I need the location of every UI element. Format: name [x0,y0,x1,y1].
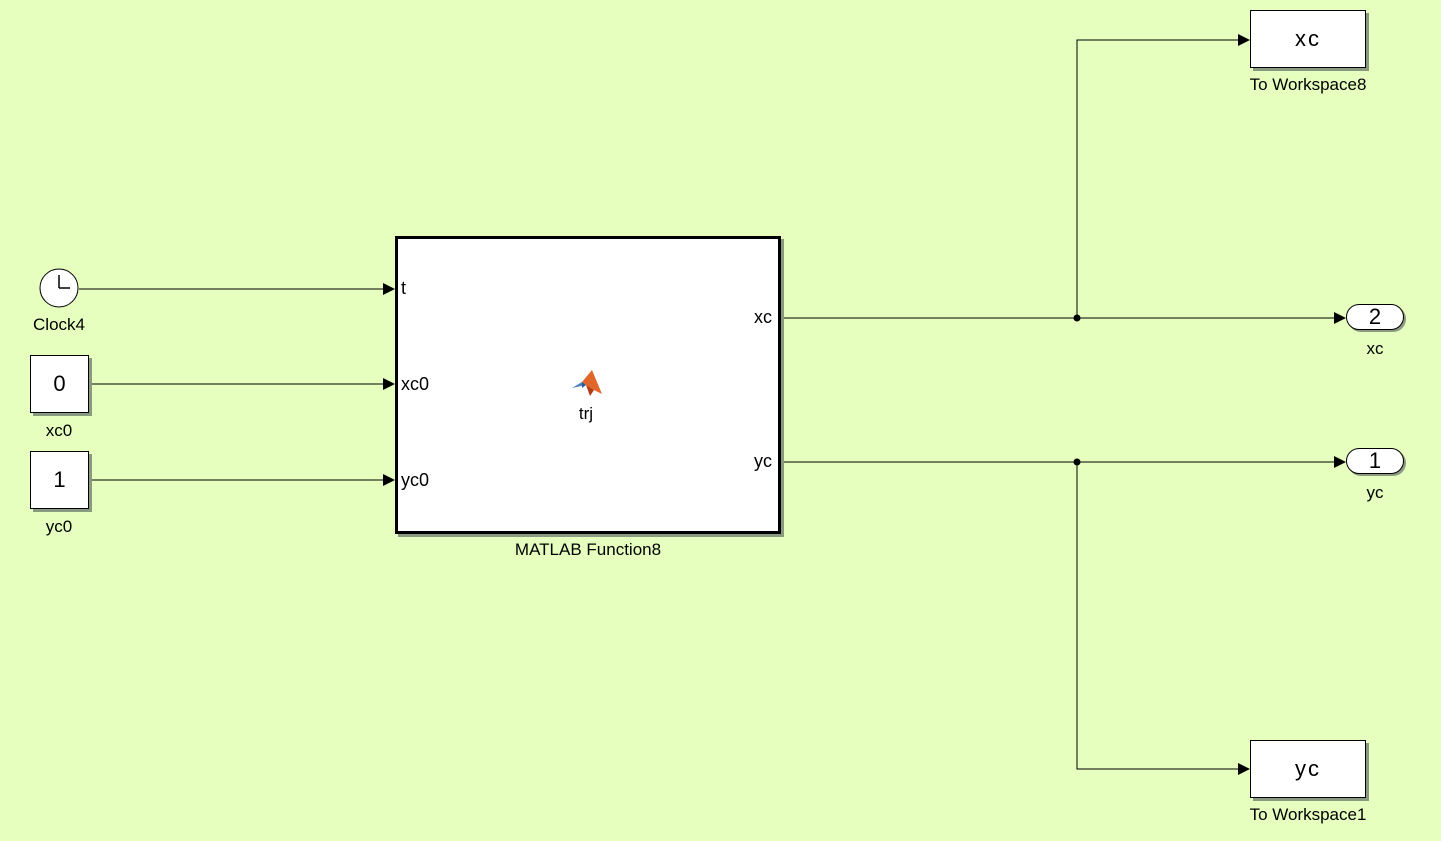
outport-yc[interactable]: 1 [1346,448,1404,474]
branch-point-xc [1073,314,1081,322]
outport-xc[interactable]: 2 [1346,304,1404,330]
constant-label-xc0: xc0 [45,421,73,440]
output-port-xc: xc [754,307,772,327]
output-port-yc: yc [754,451,772,471]
clock-icon[interactable] [39,268,79,308]
wire-xc-to-workspace[interactable] [1076,34,1250,318]
to-workspace-label-xc: To Workspace8 [1249,75,1367,94]
input-port-xc0: xc0 [401,374,430,394]
to-workspace-block-yc[interactable]: yc [1250,740,1366,798]
to-workspace-variable: yc [1295,756,1321,781]
to-workspace-variable: xc [1295,26,1321,51]
to-workspace-label-yc: To Workspace1 [1249,805,1367,824]
constant-block-xc0[interactable]: 0 [30,355,89,413]
to-workspace-block-xc[interactable]: xc [1250,10,1366,68]
outport-label-yc: yc [1366,483,1384,502]
constant-value: 1 [53,467,66,492]
function-name: trj [578,404,594,423]
input-port-yc0: yc0 [401,470,430,490]
matlab-function-label: MATLAB Function8 [514,540,662,559]
clock-label: Clock4 [33,315,85,334]
constant-label-yc0: yc0 [45,517,73,536]
input-port-t: t [401,278,407,298]
constant-value: 0 [53,371,66,396]
branch-point-yc [1073,458,1081,466]
constant-block-yc0[interactable]: 1 [30,451,89,509]
outport-label-xc: xc [1366,339,1384,358]
matlab-logo-icon [572,370,602,396]
wire-yc-to-workspace[interactable] [1076,462,1250,775]
